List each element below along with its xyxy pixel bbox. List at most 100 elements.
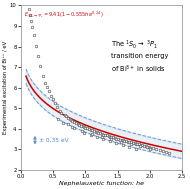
- Point: [120, 140, 123, 143]
- Point: [100, 135, 103, 138]
- Point: [146, 145, 149, 148]
- Point: [127, 140, 130, 143]
- Point: [129, 143, 132, 146]
- Point: [77, 123, 80, 126]
- Point: [108, 135, 112, 138]
- Point: [168, 151, 171, 154]
- Point: [152, 147, 155, 150]
- Point: [75, 122, 78, 125]
- Point: [112, 136, 115, 139]
- Point: [108, 139, 112, 142]
- Point: [89, 128, 92, 131]
- Point: [158, 149, 161, 152]
- Point: [57, 118, 60, 121]
- Point: [47, 89, 50, 92]
- Point: [102, 133, 105, 136]
- Point: [83, 126, 86, 129]
- Point: [90, 129, 93, 132]
- Point: [36, 54, 39, 57]
- Point: [144, 145, 147, 148]
- Point: [110, 136, 113, 139]
- Point: [27, 7, 30, 10]
- Point: [51, 98, 55, 101]
- Point: [128, 145, 131, 148]
- Point: [128, 140, 131, 143]
- Point: [134, 142, 137, 145]
- Point: [30, 19, 33, 22]
- Point: [120, 138, 123, 141]
- Point: [66, 123, 70, 126]
- Point: [115, 141, 118, 144]
- Point: [101, 132, 104, 136]
- Point: [83, 131, 86, 134]
- Point: [79, 124, 82, 127]
- Point: [102, 137, 105, 140]
- Point: [139, 145, 142, 148]
- Point: [55, 105, 59, 108]
- Point: [39, 65, 42, 68]
- Point: [63, 113, 66, 116]
- Y-axis label: Experimental excitation of Bi³⁺ / eV: Experimental excitation of Bi³⁺ / eV: [3, 41, 9, 134]
- Point: [129, 141, 132, 144]
- Point: [121, 143, 124, 146]
- Point: [68, 118, 71, 121]
- Point: [94, 130, 97, 133]
- X-axis label: Nephelauxetic function: he: Nephelauxetic function: he: [59, 180, 144, 186]
- Point: [103, 133, 106, 136]
- Point: [142, 144, 145, 147]
- Point: [123, 139, 126, 142]
- Point: [73, 121, 76, 124]
- Point: [147, 146, 150, 149]
- Point: [149, 148, 152, 151]
- Point: [134, 147, 137, 150]
- Point: [89, 133, 92, 136]
- Point: [76, 123, 79, 126]
- Point: [54, 101, 57, 104]
- Point: [58, 109, 61, 112]
- Point: [99, 132, 102, 135]
- Text: The $^1S_0 \rightarrow$ $^3P_1$
transition energy
of Bi$^{3+}$ in solids: The $^1S_0 \rightarrow$ $^3P_1$ transiti…: [111, 38, 169, 75]
- Point: [81, 125, 84, 128]
- Point: [107, 135, 110, 138]
- Point: [70, 119, 73, 122]
- Point: [60, 111, 63, 114]
- Point: [155, 148, 158, 151]
- Point: [66, 116, 70, 119]
- Point: [141, 144, 144, 147]
- Point: [84, 126, 87, 129]
- Point: [86, 127, 89, 130]
- Point: [110, 138, 113, 141]
- Point: [96, 131, 99, 134]
- Point: [125, 140, 128, 143]
- Point: [133, 142, 136, 145]
- Point: [90, 132, 93, 136]
- Point: [71, 125, 74, 128]
- Point: [114, 137, 117, 140]
- Point: [31, 26, 34, 29]
- Point: [73, 127, 76, 130]
- Point: [92, 130, 95, 133]
- Point: [162, 149, 165, 153]
- Point: [116, 138, 119, 141]
- Point: [149, 146, 152, 149]
- Point: [139, 143, 142, 146]
- Point: [28, 13, 31, 16]
- Point: [96, 135, 99, 138]
- Point: [45, 85, 48, 88]
- Point: [49, 94, 52, 97]
- Point: [115, 137, 118, 140]
- Point: [32, 34, 35, 37]
- Point: [64, 115, 67, 118]
- Point: [42, 75, 45, 78]
- Text: $E_{1S_0\!\to^3\!P_1}=9{,}41(1-0{,}555he^{0,24})$: $E_{1S_0\!\to^3\!P_1}=9{,}41(1-0{,}555he…: [24, 9, 104, 20]
- Text: ± 0,35 eV: ± 0,35 eV: [39, 138, 69, 143]
- Point: [61, 121, 64, 124]
- Point: [121, 139, 124, 142]
- Point: [136, 143, 139, 146]
- Point: [131, 141, 134, 144]
- Point: [118, 138, 121, 141]
- Point: [71, 119, 74, 122]
- Point: [81, 129, 84, 132]
- Point: [88, 128, 91, 131]
- Point: [138, 143, 141, 146]
